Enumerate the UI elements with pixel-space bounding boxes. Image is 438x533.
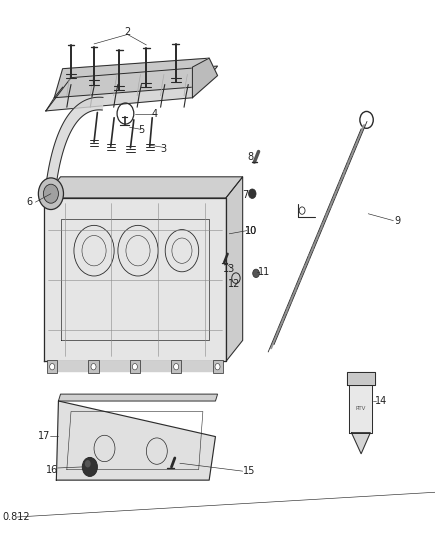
Circle shape: [43, 184, 58, 203]
Circle shape: [82, 457, 97, 477]
Text: 2: 2: [124, 27, 131, 37]
Polygon shape: [347, 372, 374, 385]
Bar: [171, 360, 181, 373]
Polygon shape: [192, 58, 218, 98]
Polygon shape: [46, 97, 103, 188]
Text: 13: 13: [223, 264, 235, 274]
Polygon shape: [46, 66, 218, 111]
Polygon shape: [350, 385, 372, 433]
Text: 10: 10: [245, 225, 257, 236]
Circle shape: [253, 269, 259, 278]
Polygon shape: [54, 58, 209, 98]
Text: 7: 7: [243, 190, 249, 200]
Text: 4: 4: [152, 109, 158, 118]
Circle shape: [85, 460, 91, 467]
Text: 9: 9: [395, 216, 401, 225]
Circle shape: [132, 364, 138, 370]
Text: 14: 14: [374, 396, 387, 406]
Polygon shape: [226, 177, 243, 361]
Text: 15: 15: [243, 466, 255, 476]
Polygon shape: [48, 361, 222, 371]
Bar: [130, 360, 140, 373]
Text: 17: 17: [38, 431, 50, 441]
Text: 11: 11: [258, 267, 270, 277]
Bar: [88, 360, 99, 373]
Polygon shape: [44, 177, 243, 198]
Polygon shape: [352, 433, 371, 454]
Polygon shape: [44, 198, 226, 361]
Circle shape: [49, 364, 55, 370]
Text: 3: 3: [160, 144, 166, 155]
Bar: [47, 360, 57, 373]
Text: 10: 10: [245, 225, 257, 236]
Polygon shape: [57, 401, 215, 480]
Circle shape: [39, 178, 64, 209]
Circle shape: [174, 364, 179, 370]
Circle shape: [248, 189, 256, 198]
Bar: [212, 360, 223, 373]
Text: RTV: RTV: [356, 406, 366, 411]
Text: 0.812: 0.812: [3, 512, 30, 522]
Text: 6: 6: [26, 197, 32, 207]
Circle shape: [91, 364, 96, 370]
Text: 5: 5: [138, 125, 144, 135]
Polygon shape: [58, 394, 218, 401]
Text: 12: 12: [228, 279, 240, 289]
Text: 8: 8: [247, 152, 253, 163]
Circle shape: [215, 364, 220, 370]
Text: 16: 16: [46, 465, 58, 474]
